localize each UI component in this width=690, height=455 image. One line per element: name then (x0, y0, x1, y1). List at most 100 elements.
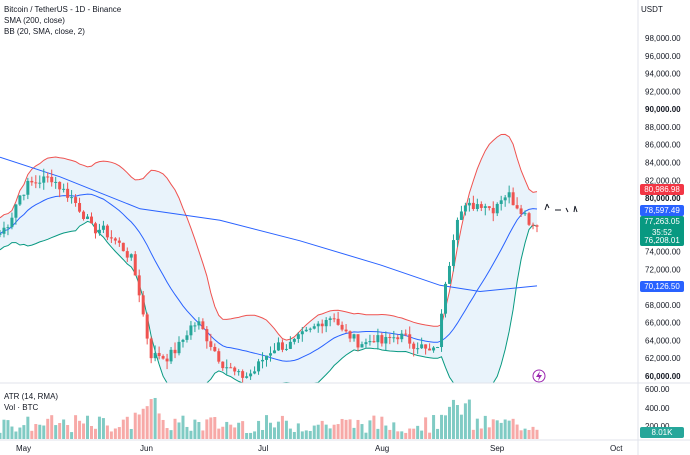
volume-bar (511, 418, 515, 439)
volume-bar (181, 415, 185, 439)
candle-body (42, 176, 46, 183)
candle-body (161, 356, 165, 359)
time-tick-label: May (16, 444, 31, 453)
lightning-icon[interactable] (532, 369, 546, 383)
price-tick-label: 68,000.00 (645, 301, 681, 310)
bb-basis-line (0, 193, 538, 362)
volume-bar (436, 428, 440, 439)
volume-bar (424, 417, 428, 439)
volume-bar (245, 432, 249, 439)
candle-body (420, 344, 424, 349)
volume-bar (46, 418, 50, 439)
candle-body (14, 204, 18, 218)
candle-body (499, 200, 503, 204)
volume-bar (304, 430, 308, 439)
volume-bar (38, 424, 42, 439)
candle-body (467, 202, 471, 206)
volume-bar (229, 424, 233, 439)
candle-body (531, 224, 535, 226)
volume-bar (149, 399, 153, 439)
volume-tick-label: 200.00 (645, 422, 670, 431)
currency-label[interactable]: USDT (641, 5, 663, 14)
volume-bar (93, 428, 97, 439)
candle-body (432, 347, 436, 351)
price-tick-label: 72,000.00 (645, 265, 681, 274)
volume-bar (316, 424, 320, 439)
atr-legend[interactable]: ATR (14, RMA) (4, 392, 59, 401)
candle-body (62, 188, 66, 190)
volume-bar (308, 430, 312, 439)
volume-bar (451, 399, 455, 439)
volume-bar (129, 428, 133, 439)
candle-body (213, 346, 217, 352)
volume-bar (372, 415, 376, 439)
volume-bar (507, 420, 511, 439)
volume-axis[interactable]: 600.00 400.00 200.00 (645, 385, 670, 431)
volume-bar (292, 431, 296, 439)
volume-bar (189, 430, 193, 439)
volume-bar (42, 425, 46, 439)
price-tick-label: 96,000.00 (645, 52, 681, 61)
candle-body (308, 328, 312, 330)
candle-body (328, 318, 332, 321)
symbol-title[interactable]: Bitcoin / TetherUS - 1D - Binance (4, 5, 122, 14)
volume-bar (121, 419, 125, 439)
volume-bar (440, 414, 444, 439)
volume-bar (177, 422, 181, 439)
candle-body (157, 352, 161, 357)
volume-bar (384, 425, 388, 439)
volume-bar (185, 426, 189, 439)
volume-bar (340, 418, 344, 439)
time-tick-label: Oct (610, 444, 623, 453)
volume-bar (356, 419, 360, 439)
candle-body (233, 367, 237, 372)
candle-body (185, 335, 189, 340)
volume-bar (253, 431, 257, 439)
candle-body (105, 225, 109, 238)
candle-body (356, 334, 360, 348)
volume-bar (312, 425, 316, 439)
volume-bar (475, 418, 479, 439)
candle-body (78, 203, 82, 212)
volume-bar (519, 430, 523, 439)
bollinger-band-fill (0, 134, 537, 383)
volume-bar (221, 426, 225, 439)
volume-bar (66, 425, 70, 439)
candle-body (261, 359, 265, 362)
volume-bar (54, 425, 58, 439)
volume-bar (523, 428, 527, 439)
volume-bar (165, 428, 169, 439)
price-tick-label: 62,000.00 (645, 354, 681, 363)
price-tick-label: 74,000.00 (645, 247, 681, 256)
candle-body (109, 237, 113, 239)
candle-body (372, 341, 376, 343)
bb-legend[interactable]: BB (20, SMA, close, 2) (4, 27, 85, 36)
volume-bar (265, 415, 269, 439)
time-axis[interactable]: May Jun Jul Aug Sep Oct (16, 444, 623, 453)
volume-bar (86, 415, 90, 439)
volume-legend[interactable]: Vol · BTC (4, 403, 39, 412)
volume-bar (467, 399, 471, 439)
volume-bar (471, 429, 475, 439)
candle-body (93, 223, 97, 234)
volume-badge: 8.01K (640, 427, 684, 438)
candle-body (404, 333, 408, 335)
volume-bar (193, 419, 197, 439)
candle-body (527, 213, 531, 225)
candle-body (296, 334, 300, 339)
volume-bar (332, 424, 336, 439)
candle-body (388, 336, 392, 338)
candle-body (197, 321, 201, 326)
candle-body (507, 192, 511, 198)
last-price-value: 77,263.05 (644, 217, 680, 226)
volume-bar (145, 406, 149, 439)
candle-body (89, 216, 93, 224)
volume-tick-label: 400.00 (645, 404, 670, 413)
volume-bar (396, 431, 400, 439)
time-tick-label: Jul (258, 444, 268, 453)
sma-legend[interactable]: SMA (200, close) (4, 16, 65, 25)
candle-body (312, 326, 316, 329)
price-tick-label: 98,000.00 (645, 34, 681, 43)
volume-bar (233, 427, 237, 439)
